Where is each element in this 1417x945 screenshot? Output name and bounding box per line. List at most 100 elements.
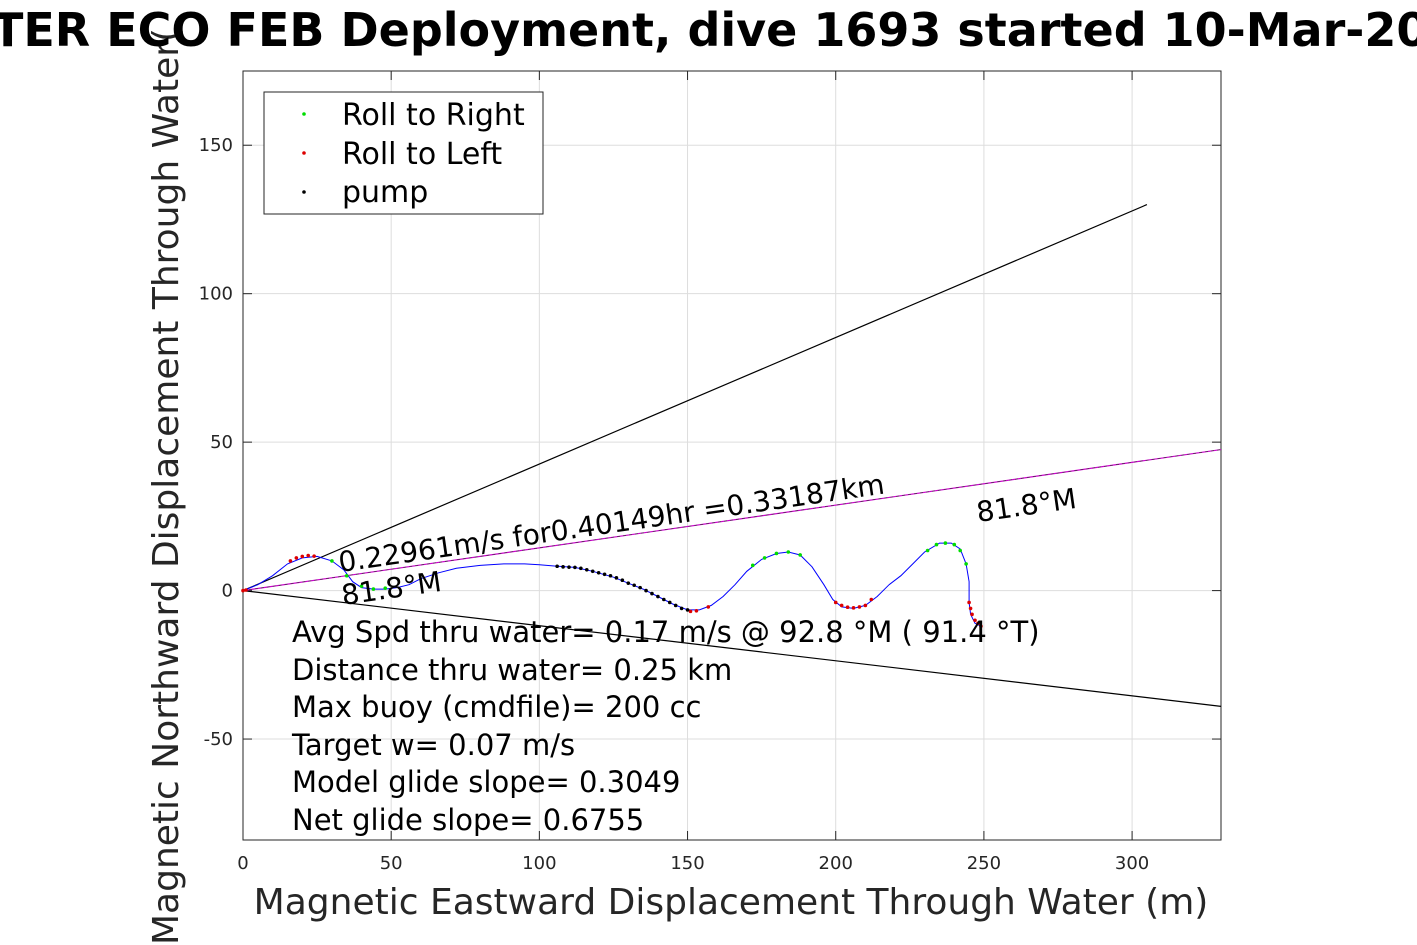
pump-marker xyxy=(590,569,595,574)
pump-marker xyxy=(579,566,583,571)
roll-left-marker xyxy=(833,600,838,605)
roll-left-marker xyxy=(706,605,711,609)
roll-left-marker xyxy=(688,609,693,614)
x-tick-label: 50 xyxy=(380,853,403,874)
roll-left-marker xyxy=(694,608,699,613)
pump-marker xyxy=(561,565,565,569)
stat-avg-speed: Avg Spd thru water= 0.17 m/s @ 92.8 °M (… xyxy=(292,615,1040,649)
roll-left-marker xyxy=(312,554,316,558)
plot-frame xyxy=(242,70,1222,841)
pump-marker xyxy=(667,600,672,605)
roll-right-marker xyxy=(359,584,364,588)
roll-right-marker xyxy=(952,542,957,547)
pump-marker xyxy=(656,594,660,599)
legend-label-roll-left: Roll to Left xyxy=(342,137,502,172)
x-tick-label: 300 xyxy=(1115,853,1149,874)
roll-left-marker xyxy=(241,588,245,593)
x-tick-label: 200 xyxy=(819,853,853,874)
roll-right-marker xyxy=(925,548,930,553)
roll-left-marker xyxy=(979,624,983,629)
pump-marker xyxy=(573,565,577,570)
roll-left-marker xyxy=(845,605,850,610)
reference-lines xyxy=(242,204,1222,707)
roll-left-marker xyxy=(863,603,868,608)
roll-right-marker xyxy=(750,563,755,568)
legend-box xyxy=(263,91,544,215)
roll-right-marker xyxy=(786,550,791,554)
pump-marker xyxy=(638,585,642,590)
envelope-line xyxy=(242,589,1222,707)
roll-right-marker xyxy=(330,559,334,563)
y-tick-label: 100 xyxy=(199,284,233,305)
pump-marker xyxy=(632,583,636,588)
roll-right-marker xyxy=(774,551,779,556)
roll-left-marker xyxy=(288,559,293,563)
pump-marker xyxy=(679,606,684,611)
roll-right-marker xyxy=(383,586,388,591)
pump-marker xyxy=(685,608,690,612)
pump-marker xyxy=(626,581,631,585)
roll-left-marker xyxy=(851,606,856,610)
legend-marker-roll-left xyxy=(302,151,306,155)
envelope-line xyxy=(242,204,1148,592)
x-tick-label: 0 xyxy=(237,853,248,874)
stat-net-glide-slope: Net glide slope= 0.6755 xyxy=(292,803,644,837)
pump-marker xyxy=(673,603,678,608)
roll-left-marker xyxy=(857,605,862,609)
roll-left-marker xyxy=(970,612,974,617)
pump-marker xyxy=(644,588,648,593)
roll-right-marker xyxy=(943,541,948,545)
legend-label-pump: pump xyxy=(342,175,428,210)
roll-right-marker xyxy=(371,587,376,591)
y-tick-label: 50 xyxy=(210,432,233,453)
roll-right-marker xyxy=(958,548,962,553)
pump-marker xyxy=(584,568,589,572)
roll-left-marker xyxy=(300,554,305,559)
stat-model-glide-slope: Model glide slope= 0.3049 xyxy=(292,765,680,799)
pump-marker xyxy=(620,578,625,583)
heading-degree-label-b: 81.8°M xyxy=(974,482,1078,529)
legend-label-roll-right: Roll to Right xyxy=(342,98,525,133)
y-tick-label: 0 xyxy=(222,581,233,602)
legend: Roll to Right Roll to Left pump xyxy=(263,91,544,215)
roll-right-marker xyxy=(934,542,939,547)
marker-layer xyxy=(241,541,983,629)
pump-marker xyxy=(650,591,654,596)
legend-marker-pump xyxy=(302,190,306,194)
x-tick-label: 100 xyxy=(522,853,556,874)
pump-marker xyxy=(614,576,619,580)
roll-right-marker xyxy=(964,562,968,566)
pump-marker xyxy=(662,597,666,602)
roll-left-marker xyxy=(968,606,973,611)
roll-right-marker xyxy=(762,556,767,560)
roll-left-marker xyxy=(294,556,299,560)
x-tick-label: 150 xyxy=(670,853,704,874)
pump-marker xyxy=(608,573,613,578)
roll-right-marker xyxy=(798,553,802,557)
x-tick-label: 250 xyxy=(967,853,1001,874)
pump-marker xyxy=(567,565,571,569)
roll-left-marker xyxy=(869,597,874,602)
roll-left-marker xyxy=(839,603,844,608)
x-axis-label: Magnetic Eastward Displacement Through W… xyxy=(254,882,1209,923)
roll-left-marker xyxy=(306,553,311,558)
y-axis-label: Magnetic Northward Displacement Through … xyxy=(146,28,187,945)
stat-distance: Distance thru water= 0.25 km xyxy=(292,653,732,687)
heading-line-dashed xyxy=(242,449,1222,591)
y-tick-label: -50 xyxy=(204,729,233,750)
stat-target-w: Target w= 0.07 m/s xyxy=(291,728,575,762)
pump-marker xyxy=(596,570,601,575)
axis-ticks: 0 50 100 150 200 250 300 -50 0 50 100 150 xyxy=(199,71,1221,874)
y-tick-label: 150 xyxy=(199,135,233,156)
heading-speed-label: 0.22961m/s for0.40149hr =0.33187km xyxy=(336,468,886,579)
roll-left-marker xyxy=(976,621,980,626)
chart-title: TER ECO FEB Deployment, dive 1693 starte… xyxy=(0,3,1417,57)
stat-max-buoy: Max buoy (cmdfile)= 200 cc xyxy=(292,690,701,724)
roll-right-marker xyxy=(344,573,349,578)
pump-marker xyxy=(555,564,559,569)
roll-left-marker xyxy=(244,588,248,592)
legend-marker-roll-right xyxy=(302,112,306,116)
roll-left-marker xyxy=(967,600,971,605)
pump-marker xyxy=(602,572,607,577)
